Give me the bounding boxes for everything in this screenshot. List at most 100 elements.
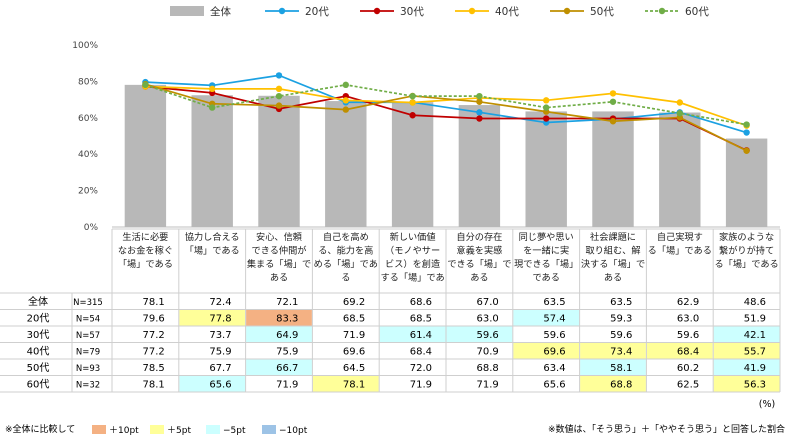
point-3-1 [209,85,216,93]
point-4-7 [609,118,617,125]
cell-value: 68.8 [610,380,632,391]
cell-value: 48.6 [744,297,766,308]
category-labels: 生活に必要なお金を稼ぐ「場」である協力し合える「場」である安心、信頼できる仲間が… [112,228,780,284]
point-3-8 [676,99,683,106]
category-label-line: を一緒に実 [523,245,569,257]
highlight-swatch [150,425,164,434]
cell-value: 75.9 [209,347,231,358]
cell-value: 71.9 [477,380,499,391]
bar-2 [258,95,300,227]
cell-value: 59.6 [477,330,499,341]
row-name: 50代 [27,362,50,374]
cell-value: 59.6 [610,330,632,341]
cell-value: 68.4 [410,347,432,358]
cell-value: 63.4 [543,363,565,374]
category-label-line: 自己実現す [657,231,703,243]
cell-value: 73.7 [209,330,231,341]
highlight-label: ＋5pt [167,425,191,436]
highlight-cell-5-3 [312,376,379,392]
point-3-4 [409,99,416,106]
highlight-cell-4-7 [580,359,646,375]
category-label-line: 家族のような [719,231,774,243]
category-label-line: 自己を高め [323,231,369,243]
cell-value: 69.6 [343,347,365,358]
highlight-cell-1-1 [179,310,246,326]
category-label-line: 安心、信頼 [256,231,302,243]
y-tick-label: 100% [72,41,98,51]
y-tick-label: 40% [78,150,98,160]
highlight-cell-2-2 [246,326,312,342]
unit-label: (%) [759,399,775,410]
y-tick-label: 80% [78,77,98,87]
category-label-line: ある [270,273,288,284]
cell-value: 72.4 [209,297,231,308]
cell-value: 61.4 [410,330,432,341]
series-line-3 [145,85,747,127]
footnote: ※数値は、「そう思う」＋「ややそう思う」と回答した割合 [548,423,785,435]
category-label-line: る [341,273,350,284]
point-2-5 [476,115,483,122]
category-label-line: 協力し合える [185,231,240,243]
y-tick-label: 0% [84,223,99,233]
category-label-line: る「場」である [648,245,712,257]
category-label-line: 「場」である [185,245,240,257]
point-5-0 [142,81,149,89]
highlight-label: −10pt [279,426,308,436]
legend-swatch-point [563,7,571,15]
cell-value: 59.6 [543,330,565,341]
lines-group [142,72,750,154]
legend-label: 20代 [305,6,329,18]
cell-value: 77.2 [143,347,165,358]
cell-value: 58.1 [610,363,632,374]
row-name: 20代 [27,313,50,325]
cell-value: 63.0 [477,314,499,325]
cell-value: 62.5 [677,380,699,391]
cell-value: 71.9 [276,380,298,391]
row-name: 40代 [27,346,50,358]
point-5-4 [409,92,416,100]
highlight-cell-3-9 [713,343,780,359]
category-label-line: 決する「場」で [581,258,645,270]
category-label-line: 意義を実感 [456,245,502,257]
category-label-line: める「場」であ [314,258,378,270]
cell-value: 63.5 [610,297,632,308]
highlight-label: −5pt [223,426,246,436]
category-label-line: できる「場」で [447,258,511,270]
cell-value: 77.2 [143,330,165,341]
cell-value: 69.2 [343,297,365,308]
cell-value: 75.9 [276,347,298,358]
cell-value: 68.4 [677,347,699,358]
highlight-legend-prefix: ※全体に比較して [5,423,75,435]
highlight-cell-4-9 [713,359,780,375]
category-label-line: できる仲間が [252,245,307,257]
cell-value: 56.3 [744,380,766,391]
point-5-2 [275,92,283,100]
cell-value: 67.0 [477,297,499,308]
legend-label: 60代 [685,6,709,18]
cell-value: 55.7 [744,347,766,358]
legend-swatch-point [658,7,666,15]
cell-value: 72.0 [410,363,432,374]
category-label-line: 取り組む、解 [585,245,640,257]
cell-value: 65.6 [543,380,565,391]
cell-value: 79.6 [143,314,165,325]
legend-swatch-bar [170,6,204,16]
cell-value: 69.6 [543,347,565,358]
cell-value: 78.1 [143,297,165,308]
cell-value: 71.9 [410,380,432,391]
row-name: 60代 [27,379,50,391]
category-label-line: 集まる「場」で [247,258,311,270]
row-n: N=54 [76,315,100,325]
cell-value: 59.3 [610,314,632,325]
point-5-9 [743,121,750,128]
point-5-5 [476,92,483,100]
series-line-4 [145,83,747,152]
bar-3 [325,101,367,227]
legend-label: 30代 [400,6,424,18]
row-n: N=32 [76,381,100,391]
highlight-swatch [206,425,220,434]
category-label-line: である [532,273,559,284]
point-4-2 [275,102,283,109]
point-2-6 [543,115,550,122]
